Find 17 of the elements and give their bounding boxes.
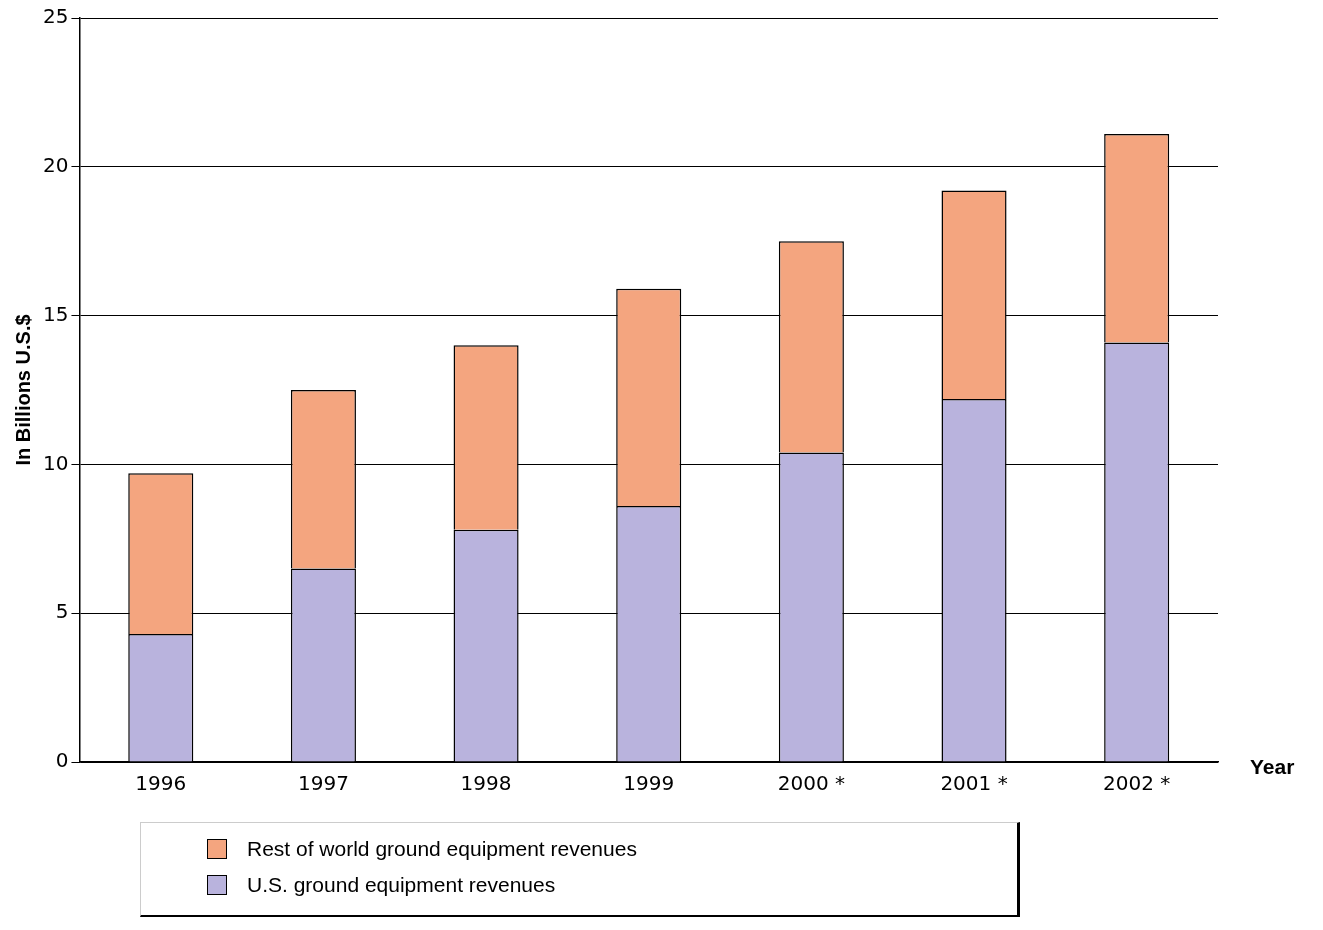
- x-tick-label: 1996: [135, 771, 187, 796]
- y-tick-label: 25: [43, 4, 69, 29]
- x-axis-title: Year: [1250, 754, 1295, 778]
- y-axis-title: In Billions U.S.$: [11, 314, 34, 466]
- x-tick-label: 1997: [297, 771, 349, 796]
- x-tick-label: 1998: [460, 771, 512, 796]
- y-tick-label: 15: [43, 301, 69, 326]
- x-tick-label: 2002 *: [1103, 771, 1171, 796]
- y-tick-label: 20: [43, 153, 69, 177]
- x-tick-label: 1999: [623, 771, 675, 796]
- y-tick-label: 0: [55, 748, 69, 773]
- x-tick-label: 2001 *: [940, 771, 1008, 796]
- legend-label: Rest of world ground equipment revenues: [247, 837, 637, 861]
- x-tick-label: 2000 *: [777, 771, 846, 796]
- y-tick-label: 10: [43, 450, 69, 475]
- y-tick-label: 5: [55, 599, 69, 624]
- legend-label: U.S. ground equipment revenues: [247, 873, 556, 897]
